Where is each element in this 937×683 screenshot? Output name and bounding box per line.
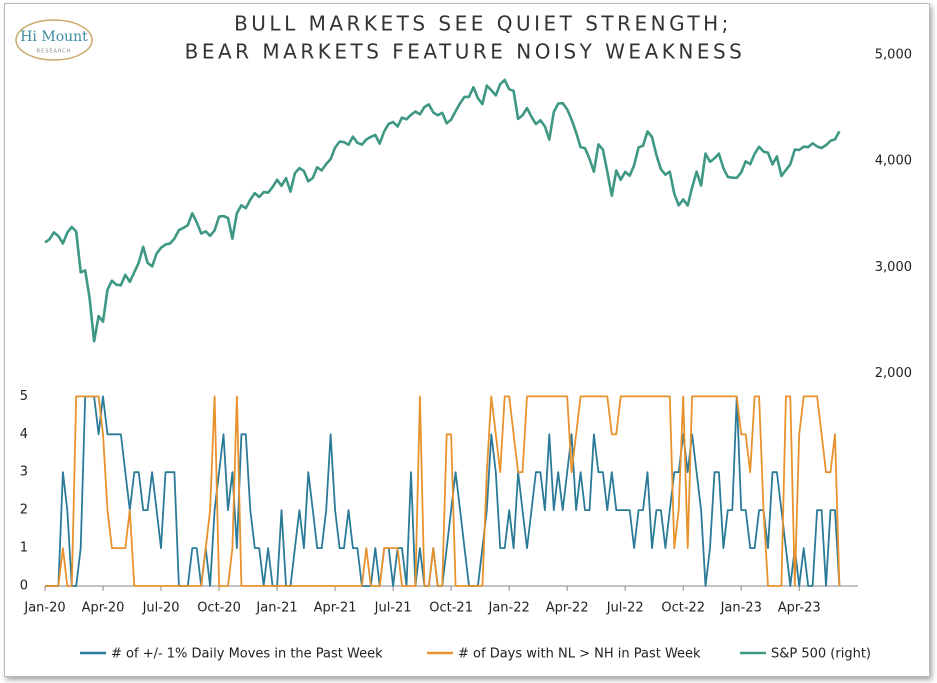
x-tick-label: Apr-23	[778, 601, 821, 616]
y-tick-label: 1	[20, 541, 28, 556]
y-tick-label: 0	[20, 579, 28, 594]
x-tick-label: Apr-22	[546, 601, 589, 616]
x-tick-label: Jul-20	[142, 601, 180, 616]
legend-label: S&P 500 (right)	[771, 647, 871, 662]
x-tick-label: Oct-21	[429, 601, 473, 616]
logo-name: Hi Mount	[20, 29, 88, 45]
x-tick-label: Oct-20	[197, 601, 241, 616]
y2-tick-label: 2,000	[875, 366, 912, 381]
logo-tagline: RESEARCH	[37, 49, 72, 55]
x-tick-label: Jan-23	[720, 601, 762, 616]
legend-label: # of Days with NL > NH in Past Week	[458, 647, 701, 662]
x-tick-label: Jan-22	[488, 601, 530, 616]
series-line	[45, 395, 841, 587]
x-tick-label: Oct-22	[661, 601, 705, 616]
x-tick-label: Jul-22	[606, 601, 644, 616]
chart-title: BEAR MARKETS FEATURE NOISY WEAKNESS	[185, 40, 746, 64]
x-tick-label: Apr-20	[82, 601, 125, 616]
y2-tick-label: 5,000	[875, 48, 912, 63]
logo-ring	[15, 19, 93, 61]
x-tick-label: Jul-21	[374, 601, 412, 616]
x-tick-label: Apr-21	[314, 601, 357, 616]
y2-tick-label: 4,000	[875, 154, 912, 169]
x-tick-label: Jan-21	[255, 601, 297, 616]
y-tick-label: 4	[20, 427, 28, 442]
chart-title: BULL MARKETS SEE QUIET STRENGTH;	[234, 12, 732, 36]
legend-label: # of +/- 1% Daily Moves in the Past Week	[111, 647, 383, 662]
series-line	[44, 78, 841, 343]
y-tick-label: 3	[20, 465, 28, 480]
y2-tick-label: 3,000	[875, 260, 912, 275]
x-tick-label: Jan-20	[23, 601, 65, 616]
y-tick-label: 2	[20, 503, 28, 518]
y-tick-label: 5	[20, 389, 28, 404]
